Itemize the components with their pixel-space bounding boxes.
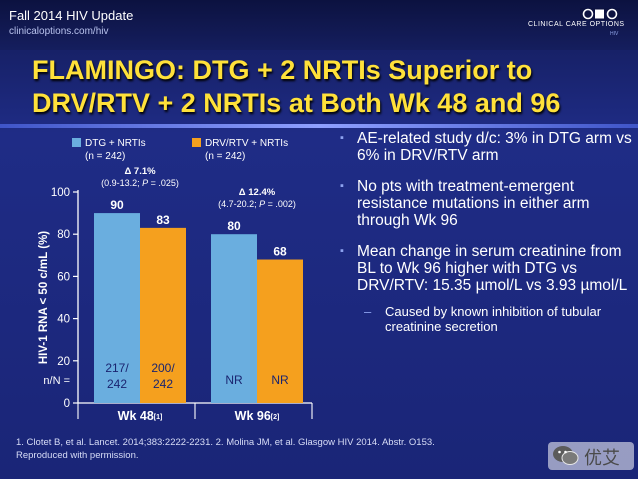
legend-label-drv: DRV/RTV + NRTIs [205, 138, 289, 149]
ci-annotation: (0.9-13.2; P = .025) [101, 178, 179, 188]
bar-dtg-2 [211, 234, 257, 403]
bar-drv-1 [140, 227, 186, 403]
footnote-line-2: Reproduced with permission. [16, 450, 139, 461]
bullet-creatinine: ▪ Mean change in serum creatinine from B… [340, 243, 635, 294]
bullet-marker-icon: ▪ [340, 132, 344, 144]
bullet-text: Mean change in serum creatinine from BL … [357, 243, 628, 294]
legend-swatch-drv [192, 138, 201, 147]
bar-n-label: NR [225, 373, 243, 387]
bar-dtg-1 [94, 213, 140, 403]
cco-logo-text: CLINICAL CARE OPTIONS [528, 21, 625, 28]
legend-swatch-dtg [72, 138, 81, 147]
bar-n-label: 217/ [105, 361, 129, 375]
delta-annotation: Δ 7.1% [124, 166, 156, 177]
ci-annotation: (4.7-20.2; P = .002) [218, 199, 296, 209]
delta-annotation: Δ 12.4% [239, 187, 276, 198]
legend-n-dtg: (n = 242) [85, 151, 126, 162]
header-url[interactable]: clinicaloptions.com/hiv [9, 26, 109, 37]
y-tick-label: 20 [57, 356, 70, 368]
bullet-ae-discontinuation: ▪ AE-related study d/c: 3% in DTG arm vs… [340, 130, 635, 164]
y-tick-label: 40 [57, 314, 70, 326]
slide-title-line-2: DRV/RTV + 2 NRTIs at Both Wk 48 and 96 [32, 88, 561, 118]
bar-n-label: 242 [107, 377, 127, 391]
bullet-marker-icon: ▪ [340, 245, 344, 257]
y-tick-label: 60 [57, 271, 70, 283]
wechat-icon [553, 446, 579, 465]
bullet-marker-icon: ▪ [340, 180, 344, 192]
legend-item-drv: DRV/RTV + NRTIs (n = 242) [192, 137, 288, 163]
x-category-label: Wk 96[2] [235, 409, 280, 423]
bullet-list: ▪ AE-related study d/c: 3% in DTG arm vs… [340, 130, 635, 334]
header-bar: Fall 2014 HIV Update clinicaloptions.com… [0, 0, 638, 50]
cco-logo: CLINICAL CARE OPTIONS HIV [528, 8, 632, 44]
bullet-text: No pts with treatment-emergent resistanc… [357, 178, 590, 229]
y-tick-label: 0 [64, 398, 70, 410]
sub-bullet-creatinine-cause: – Caused by known inhibition of tubular … [340, 304, 635, 334]
bar-n-label: NR [271, 373, 289, 387]
legend-item-dtg: DTG + NRTIs (n = 242) [72, 137, 146, 163]
cco-logo-sub: HIV [610, 31, 619, 37]
watermark-text: 优艾 [584, 448, 620, 468]
y-tick-label: 100 [51, 187, 70, 199]
slide-title-line-1: FLAMINGO: DTG + 2 NRTIs Superior to [32, 55, 533, 85]
bar-value-label: 90 [110, 198, 124, 212]
bullet-text: AE-related study d/c: 3% in DTG arm vs 6… [357, 130, 632, 164]
footnote-line-1: 1. Clotet B, et al. Lancet. 2014;383:222… [16, 437, 435, 448]
bullet-resistance: ▪ No pts with treatment-emergent resista… [340, 178, 635, 229]
legend-n-drv: (n = 242) [205, 151, 246, 162]
bar-value-label: 83 [156, 213, 170, 227]
bar-n-label: 200/ [151, 361, 175, 375]
bar-value-label: 80 [227, 219, 241, 233]
x-category-label: Wk 48[1] [118, 409, 163, 423]
bar-chart: 0 20 40 60 80 100 HIV-1 RNA < 50 c/mL (%) 90 217… [0, 130, 330, 430]
y-axis-title: HIV-1 RNA < 50 c/mL (%) [38, 231, 50, 364]
sub-bullet-marker-icon: – [364, 304, 372, 319]
title-divider [0, 124, 638, 128]
legend-label-dtg: DTG + NRTIs [85, 138, 146, 149]
sub-bullet-text: Caused by known inhibition of tubular cr… [385, 304, 602, 334]
footnote: 1. Clotet B, et al. Lancet. 2014;383:222… [16, 436, 596, 462]
slide-title: FLAMINGO: DTG + 2 NRTIs Superior to DRV/… [32, 54, 622, 120]
y-tick-label: 80 [57, 229, 70, 241]
header-title: Fall 2014 HIV Update [9, 8, 134, 23]
bar-chart-svg: 0 20 40 60 80 100 HIV-1 RNA < 50 c/mL (%) 90 217… [38, 166, 313, 423]
cco-mark-icon [580, 8, 620, 20]
watermark: 优艾 [548, 442, 634, 470]
bar-value-label: 68 [273, 245, 287, 259]
bar-n-label: 242 [153, 377, 173, 391]
bar-drv-2 [257, 259, 303, 403]
n-row-label: n/N = [43, 375, 70, 387]
